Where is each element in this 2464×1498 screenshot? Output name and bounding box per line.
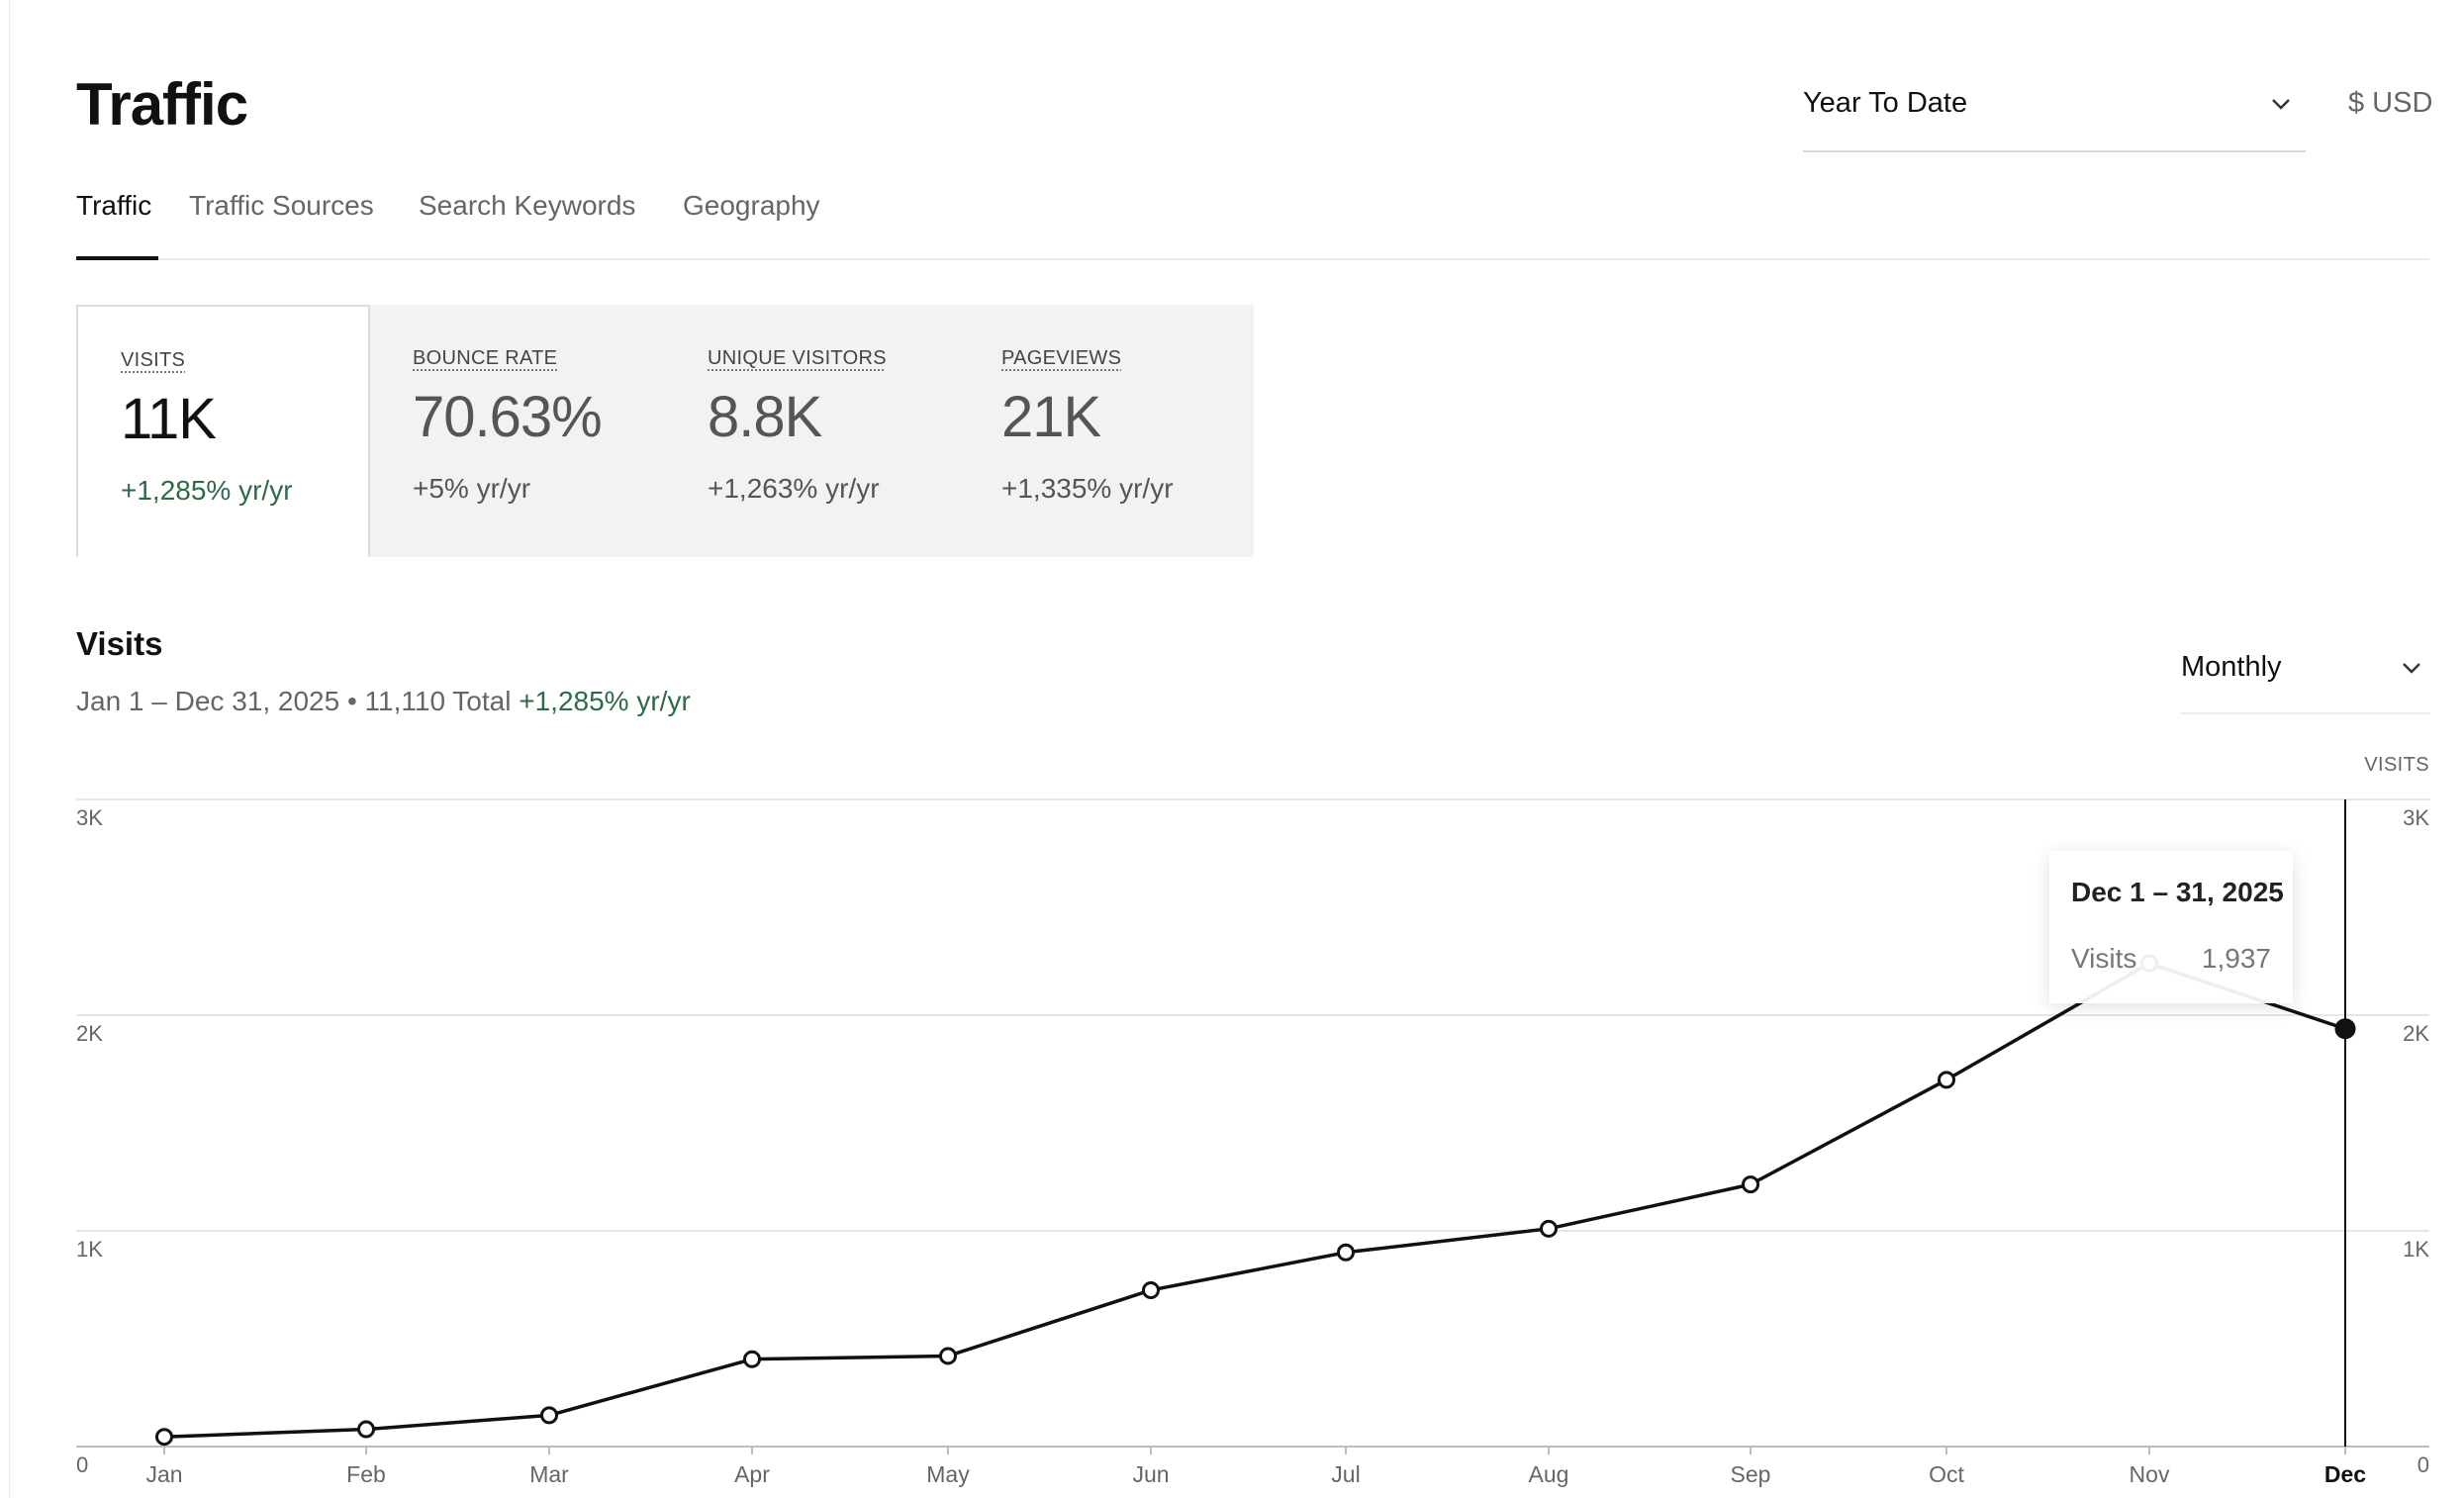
data-point xyxy=(357,1420,375,1439)
tab-traffic-sources[interactable]: Traffic Sources xyxy=(189,190,374,221)
y-tick-label-right: 2K xyxy=(2403,1021,2429,1046)
x-tick-label: Oct xyxy=(1929,1461,1964,1487)
y-tick-label-left: 0 xyxy=(76,1452,88,1477)
x-tick-label: Mar xyxy=(529,1461,569,1487)
chart-subtitle-text: Jan 1 – Dec 31, 2025 • 11,110 Total xyxy=(76,686,512,716)
chart-subtitle-change: +1,285% yr/yr xyxy=(519,686,691,716)
metric-label: PAGEVIEWS xyxy=(1001,347,1122,369)
y-tick-label-right: 1K xyxy=(2403,1237,2429,1262)
data-point xyxy=(1540,1219,1558,1238)
data-point xyxy=(2334,1018,2356,1040)
metric-label: VISITS xyxy=(121,349,186,371)
metric-change: +5% yr/yr xyxy=(413,473,531,504)
tooltip-metric: Visits xyxy=(2071,943,2137,974)
data-point xyxy=(939,1347,957,1365)
visits-series-line xyxy=(163,961,2346,1439)
page-title: Traffic xyxy=(76,71,248,138)
x-tick-label: Sep xyxy=(1731,1461,1771,1487)
metrics-strip: VISITS 11K +1,285% yr/yr BOUNCE RATE 70.… xyxy=(76,305,1254,557)
metric-label: UNIQUE VISITORS xyxy=(708,347,887,369)
date-range-dropdown[interactable]: Year To Date xyxy=(1803,75,2306,152)
x-tick-label: Dec xyxy=(2324,1461,2366,1487)
metric-value: 8.8K xyxy=(708,385,822,449)
data-point xyxy=(1142,1280,1160,1299)
interval-dropdown[interactable]: Monthly xyxy=(2181,641,2430,714)
date-range-value: Year To Date xyxy=(1803,87,1968,119)
x-tick-label: Jul xyxy=(1331,1461,1360,1487)
tab-geography[interactable]: Geography xyxy=(683,190,820,221)
metric-change: +1,285% yr/yr xyxy=(121,475,293,506)
left-border xyxy=(9,0,10,1498)
x-tick-label: Jan xyxy=(145,1461,182,1487)
tooltip-value: 1,937 xyxy=(2201,943,2271,974)
metric-value: 70.63% xyxy=(413,385,603,449)
chart-title: Visits xyxy=(76,625,163,662)
data-point xyxy=(155,1428,173,1447)
active-tab-indicator xyxy=(76,256,158,260)
metric-value: 11K xyxy=(121,387,217,451)
metric-card-visits[interactable]: VISITS 11K +1,285% yr/yr xyxy=(76,305,370,557)
y-tick-label-left: 3K xyxy=(76,805,103,830)
data-point xyxy=(1742,1175,1759,1194)
tab-traffic[interactable]: Traffic xyxy=(76,190,152,221)
metric-change: +1,263% yr/yr xyxy=(708,473,880,504)
right-axis-caption: VISITS xyxy=(2364,754,2429,776)
currency-label[interactable]: $ USD xyxy=(2348,87,2433,119)
y-tick-label-right: 0 xyxy=(2417,1452,2429,1477)
x-tick-label: Nov xyxy=(2130,1461,2170,1487)
data-point xyxy=(1938,1071,1955,1089)
metric-label: BOUNCE RATE xyxy=(413,347,558,369)
chevron-down-icon xyxy=(2272,99,2290,110)
metric-card-pageviews[interactable]: PAGEVIEWS 21K +1,335% yr/yr xyxy=(959,305,1253,557)
interval-value: Monthly xyxy=(2181,651,2282,683)
x-tick-label: May xyxy=(926,1461,970,1487)
y-tick-label-right: 3K xyxy=(2403,805,2429,830)
y-tick-label-left: 1K xyxy=(76,1237,103,1262)
data-point xyxy=(743,1350,761,1368)
data-point xyxy=(540,1406,558,1425)
y-tick-label-left: 2K xyxy=(76,1021,103,1046)
metric-card-unique-visitors[interactable]: UNIQUE VISITORS 8.8K +1,263% yr/yr xyxy=(665,305,959,557)
data-point xyxy=(1337,1243,1355,1262)
x-tick-label: Aug xyxy=(1529,1461,1569,1487)
metric-change: +1,335% yr/yr xyxy=(1001,473,1174,504)
chevron-down-icon xyxy=(2403,663,2420,674)
metric-card-bounce-rate[interactable]: BOUNCE RATE 70.63% +5% yr/yr xyxy=(370,305,664,557)
x-tick-label: Jun xyxy=(1132,1461,1169,1487)
chart-tooltip: Dec 1 – 31, 2025 Visits 1,937 xyxy=(2049,851,2293,1003)
tabs-divider xyxy=(76,258,2429,260)
x-tick-label: Apr xyxy=(734,1461,770,1487)
chart-subtitle: Jan 1 – Dec 31, 2025 • 11,110 Total +1,2… xyxy=(76,686,691,717)
metric-value: 21K xyxy=(1001,385,1101,449)
tooltip-title: Dec 1 – 31, 2025 xyxy=(2071,877,2284,907)
tab-search-keywords[interactable]: Search Keywords xyxy=(419,190,636,221)
x-tick-label: Feb xyxy=(346,1461,386,1487)
